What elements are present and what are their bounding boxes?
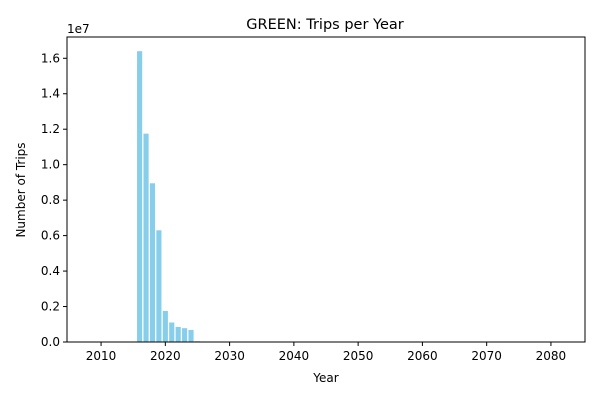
- x-tick-label: 2030: [214, 349, 245, 363]
- bars-group: [137, 51, 201, 343]
- chart-title: GREEN: Trips per Year: [246, 17, 403, 33]
- x-tick-label: 2060: [407, 349, 438, 363]
- x-tick-label: 2070: [471, 349, 502, 363]
- y-axis-label: Number of Trips: [14, 142, 28, 237]
- x-tick-label: 2020: [150, 349, 181, 363]
- bar-2021: [169, 322, 175, 342]
- bar-2020: [162, 310, 168, 342]
- y-tick-label: 1.4: [41, 87, 60, 101]
- bar-2022: [175, 326, 181, 342]
- y-tick-label: 0.6: [41, 229, 60, 243]
- x-tick-label: 2050: [343, 349, 374, 363]
- y-tick-label: 0.0: [41, 335, 60, 349]
- bar-2018: [149, 183, 156, 342]
- bar-2019: [156, 230, 162, 342]
- y-tick-label: 1.2: [41, 122, 60, 136]
- plot-frame: [66, 36, 586, 343]
- y-tick-label: 1.0: [41, 158, 60, 172]
- bar-2017: [143, 133, 149, 342]
- x-axis-label: Year: [312, 371, 338, 385]
- x-tick-label: 2080: [536, 349, 567, 363]
- bar-2024: [188, 329, 194, 342]
- y-offset-label: 1e7: [67, 22, 90, 36]
- bar-2016: [137, 51, 143, 343]
- x-ticks-group: 2010 2020 2030 2040 2050 2060 2070 2080: [86, 342, 566, 363]
- y-tick-label: 0.4: [41, 264, 60, 278]
- y-tick-label: 1.6: [41, 51, 60, 65]
- x-tick-label: 2040: [279, 349, 310, 363]
- x-tick-label: 2010: [86, 349, 117, 363]
- y-tick-label: 0.8: [41, 193, 60, 207]
- y-tick-label: 0.2: [41, 300, 60, 314]
- bar-2023: [182, 328, 188, 342]
- y-ticks-group: 0.0 0.2 0.4 0.6 0.8 1.0 1.2 1.4 1.6: [41, 51, 67, 349]
